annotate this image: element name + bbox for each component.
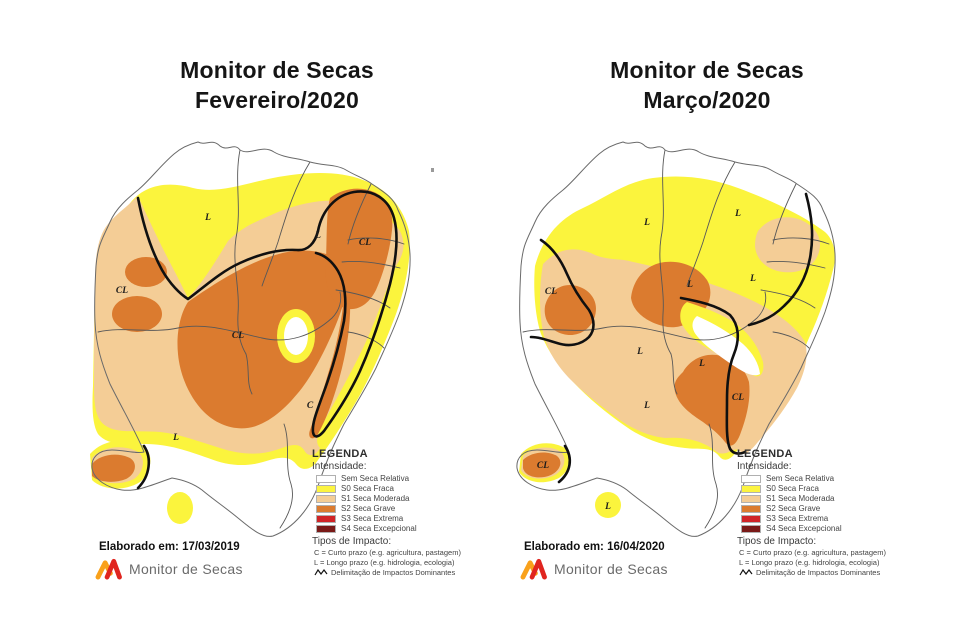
- legend-item-s4: S4 Seca Excepcional: [741, 524, 895, 533]
- legend-title: LEGENDA: [312, 448, 368, 460]
- legend-item-s1: S1 Seca Moderada: [316, 494, 470, 503]
- impact-label-l: L: [698, 359, 705, 369]
- monitor-logo-icon: [520, 558, 547, 580]
- legend-item-none: Sem Seca Relativa: [741, 474, 895, 483]
- s2-region-south-coastal: [674, 354, 750, 446]
- legend-swatch-s2: [741, 504, 761, 513]
- island-dot: [431, 168, 434, 172]
- s1-island-northeast: [755, 217, 821, 273]
- legend-february: LEGENDA Intensidade: Sem Seca Relativa S…: [312, 448, 470, 577]
- impact-label-l: L: [749, 274, 756, 284]
- impact-label-cl: CL: [537, 461, 549, 471]
- impact-label-cl: CL: [232, 331, 244, 341]
- s0-circle-south: [595, 492, 621, 518]
- legend-item-s2: S2 Seca Grave: [741, 504, 895, 513]
- legend-impact-label: Tipos de Impacto:: [737, 536, 817, 547]
- legend-item-s3: S3 Seca Extrema: [316, 514, 470, 523]
- s2-peninsula: [523, 452, 561, 478]
- impact-label-l: L: [734, 209, 741, 219]
- legend-item-s1: S1 Seca Moderada: [741, 494, 895, 503]
- state-borders: [522, 149, 830, 529]
- legend-item-s3: S3 Seca Extrema: [741, 514, 895, 523]
- s2-spot-west-1: [125, 257, 167, 287]
- map-title-february: Monitor de Secas Fevereiro/2020: [127, 55, 427, 116]
- impact-labels: L L CL L L L L CL L CL L: [537, 209, 756, 512]
- legend-impact-label: Tipos de Impacto:: [312, 536, 392, 547]
- impact-label-l: L: [172, 433, 179, 443]
- impact-label-cl: CL: [116, 286, 128, 296]
- delimitation-line-icon: [739, 568, 753, 576]
- impact-label-l: L: [314, 231, 321, 241]
- legend-delimitation: Delimitação de Impactos Dominantes: [739, 568, 895, 577]
- legend-swatch-s0: [316, 484, 336, 493]
- legend-swatch-s4: [741, 524, 761, 533]
- legend-swatch-s4: [316, 524, 336, 533]
- legend-impact-long: L = Longo prazo (e.g. hidrologia, ecolog…: [314, 558, 455, 567]
- impact-label-l: L: [604, 502, 611, 512]
- impact-label-cl: CL: [359, 238, 371, 248]
- legend-swatch-none: [316, 474, 336, 483]
- title-february-line2: Fevereiro/2020: [195, 87, 359, 114]
- impact-delimitation-lines: [529, 192, 814, 484]
- s2-spot-west-2: [112, 296, 162, 332]
- impact-label-l: L: [636, 347, 643, 357]
- elaborated-date-february: Elaborado em: 17/03/2019: [99, 541, 240, 553]
- map-title-march: Monitor de Secas Março/2020: [557, 55, 857, 116]
- delimitation-line-icon: [314, 568, 328, 576]
- legend-intensity-label: Intensidade:: [312, 461, 367, 472]
- title-february-line1: Monitor de Secas: [180, 57, 374, 83]
- impact-label-cl: CL: [732, 393, 744, 403]
- title-march-line2: Março/2020: [643, 87, 771, 114]
- legend-swatch-s2: [316, 504, 336, 513]
- legend-item-s2: S2 Seca Grave: [316, 504, 470, 513]
- monitor-logo-text: Monitor de Secas: [129, 560, 243, 577]
- no-drought-hole: [284, 317, 308, 355]
- no-drought-wedge-southeast: [692, 316, 760, 376]
- monitor-logo-text: Monitor de Secas: [554, 560, 668, 577]
- monitor-logo-february: Monitor de Secas: [95, 557, 243, 580]
- s2-region-central: [177, 250, 349, 429]
- legend-item-s4: S4 Seca Excepcional: [316, 524, 470, 533]
- legend-swatch-none: [741, 474, 761, 483]
- legend-swatch-s1: [741, 494, 761, 503]
- legend-swatch-s3: [741, 514, 761, 523]
- region-outline: [516, 141, 836, 537]
- impact-delimitation-lines: [136, 190, 398, 490]
- s2-region-west: [544, 284, 597, 336]
- elaborated-date-march: Elaborado em: 16/04/2020: [524, 541, 665, 553]
- monitor-logo-march: Monitor de Secas: [520, 557, 668, 580]
- s0-blob-south: [167, 492, 193, 524]
- impact-label-l: L: [204, 213, 211, 223]
- map-march: L L CL L L L L CL L CL L: [516, 141, 836, 537]
- legend-swatch-s3: [316, 514, 336, 523]
- legend-item-none: Sem Seca Relativa: [316, 474, 470, 483]
- legend-intensity-label: Intensidade:: [737, 461, 792, 472]
- legend-delimitation: Delimitação de Impactos Dominantes: [314, 568, 470, 577]
- impact-label-cl: CL: [545, 287, 557, 297]
- region-outline: [91, 141, 411, 537]
- s2-peninsula: [92, 454, 135, 482]
- title-march-line1: Monitor de Secas: [610, 57, 804, 83]
- impact-label-l: L: [643, 218, 650, 228]
- impact-label-c: C: [307, 401, 314, 411]
- legend-march: LEGENDA Intensidade: Sem Seca Relativa S…: [737, 448, 895, 577]
- monitor-logo-icon: [95, 558, 122, 580]
- legend-item-s0: S0 Seca Fraca: [741, 484, 895, 493]
- legend-impact-short: C = Curto prazo (e.g. agricultura, pasta…: [739, 548, 886, 557]
- legend-swatch-s1: [316, 494, 336, 503]
- impact-label-l: L: [686, 280, 693, 290]
- legend-swatch-s0: [741, 484, 761, 493]
- legend-item-s0: S0 Seca Fraca: [316, 484, 470, 493]
- state-borders: [97, 149, 405, 529]
- legend-title: LEGENDA: [737, 448, 793, 460]
- legend-impact-short: C = Curto prazo (e.g. agricultura, pasta…: [314, 548, 461, 557]
- impact-label-l: L: [643, 401, 650, 411]
- legend-impact-long: L = Longo prazo (e.g. hidrologia, ecolog…: [739, 558, 880, 567]
